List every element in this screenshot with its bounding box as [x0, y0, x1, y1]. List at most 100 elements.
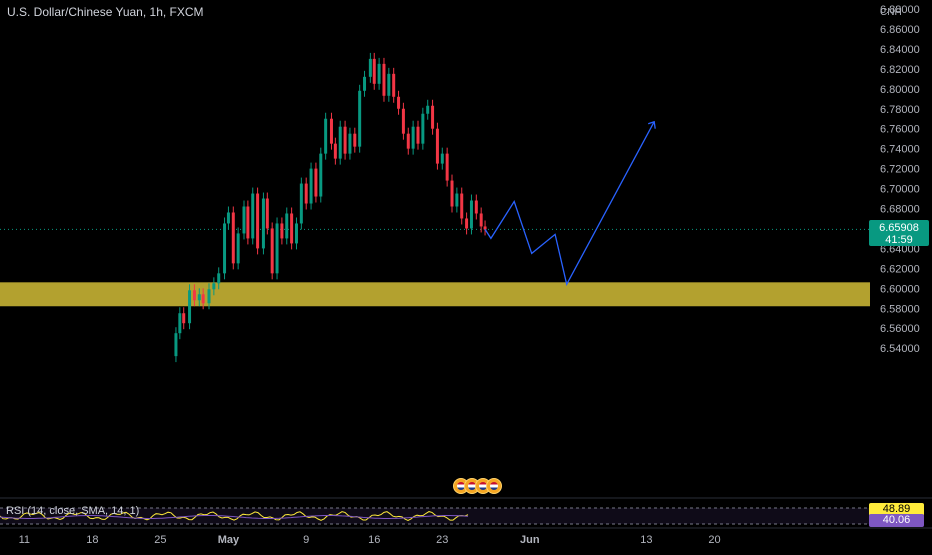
candle-body — [445, 153, 449, 181]
candle-body — [231, 212, 235, 264]
candle-body — [343, 126, 347, 154]
x-tick-label: 23 — [436, 534, 448, 546]
candle-body — [358, 90, 362, 147]
y-tick-label: 6.88000 — [880, 4, 920, 16]
x-tick-label: 11 — [19, 534, 30, 546]
y-tick-label: 6.86000 — [880, 24, 920, 36]
candle-body — [329, 118, 333, 144]
projection-path[interactable] — [484, 121, 655, 287]
rsi-title[interactable]: RSI (14, close, SMA, 14, 1) — [6, 505, 140, 517]
rsi-value-label: 48.89 — [869, 503, 924, 516]
y-tick-label: 6.56000 — [880, 323, 920, 335]
candle-body — [192, 290, 196, 301]
candle-body — [431, 105, 435, 129]
candle-body — [314, 168, 318, 197]
candle-body — [256, 193, 260, 249]
projection-arrowhead — [647, 120, 656, 129]
candle-body — [416, 126, 420, 144]
current-price-value: 6.65908 — [879, 222, 919, 235]
currency-label: CNH — [880, 7, 902, 18]
x-tick-label: 25 — [154, 534, 166, 546]
candle-body — [251, 193, 255, 239]
x-tick-label: 18 — [86, 534, 98, 546]
candle-body — [474, 200, 478, 214]
candle-body — [324, 118, 328, 154]
economic-events[interactable] — [453, 478, 502, 494]
candle-body — [223, 223, 227, 274]
candle-body — [178, 313, 182, 334]
candle-body — [387, 73, 391, 96]
y-tick-label: 6.68000 — [880, 204, 920, 216]
candle-body — [294, 223, 298, 244]
candle-body — [217, 273, 221, 284]
y-tick-label: 6.72000 — [880, 164, 920, 176]
y-tick-label: 6.54000 — [880, 343, 920, 355]
y-tick-label: 6.60000 — [880, 283, 920, 295]
candle-body — [197, 294, 201, 301]
current-price-label: 6.65908 41:59 — [869, 220, 929, 247]
y-tick-label: 6.76000 — [880, 124, 920, 136]
candle-body — [182, 313, 186, 324]
candle-body — [265, 198, 269, 229]
y-tick-label: 6.84000 — [880, 44, 920, 56]
candle-body — [299, 183, 303, 224]
price-axis-panel[interactable] — [870, 0, 932, 550]
candle-body — [174, 333, 178, 357]
candle-body — [460, 193, 464, 219]
candle-body — [188, 290, 192, 324]
candle-body — [290, 213, 294, 244]
candle-body — [304, 183, 308, 204]
candle-body — [338, 126, 342, 159]
y-tick-label: 6.58000 — [880, 303, 920, 315]
x-tick-label: 16 — [368, 534, 380, 546]
candle-body — [440, 153, 444, 164]
rsi-sma-value-label: 40.06 — [869, 514, 924, 527]
candle-body — [333, 143, 337, 159]
y-tick-label: 6.62000 — [880, 263, 920, 275]
candle-body — [469, 200, 473, 229]
candle-body — [212, 283, 216, 290]
symbol-title: U.S. Dollar/Chinese Yuan, 1h, FXCM — [7, 5, 204, 19]
candle-body — [401, 108, 405, 134]
candle-body — [411, 126, 415, 149]
candle-body — [397, 96, 401, 109]
y-tick-label: 6.64000 — [880, 243, 920, 255]
y-tick-label: 6.74000 — [880, 144, 920, 156]
candle-body — [465, 218, 469, 229]
candle-body — [377, 63, 381, 84]
rsi-sma-line — [0, 515, 469, 519]
candle-body — [406, 133, 410, 149]
candle-body — [226, 212, 230, 224]
y-tick-label: 6.80000 — [880, 84, 920, 96]
candle-body — [435, 128, 439, 164]
candle-body — [479, 213, 483, 227]
candle-body — [236, 233, 240, 264]
x-tick-label: 13 — [640, 534, 652, 546]
candle-body — [372, 58, 376, 84]
candle-body — [348, 133, 352, 154]
candle-body — [319, 153, 323, 197]
bar-countdown: 41:59 — [885, 234, 913, 247]
candle-body — [261, 198, 265, 249]
rsi-line — [0, 511, 469, 521]
candle-body — [392, 73, 396, 97]
candle-body — [455, 193, 459, 207]
candle-body — [450, 180, 454, 207]
candle-body — [421, 113, 425, 144]
candle-body — [363, 76, 367, 91]
candle-body — [246, 206, 250, 239]
y-tick-label: 6.82000 — [880, 64, 920, 76]
candle-body — [382, 63, 386, 96]
candle-body — [483, 226, 487, 230]
candle-body — [242, 206, 246, 234]
us-flag-event-icon[interactable] — [486, 478, 502, 494]
y-tick-label: 6.70000 — [880, 184, 920, 196]
x-tick-label: 9 — [303, 534, 309, 546]
support-zone[interactable] — [0, 282, 870, 307]
candle-body — [207, 289, 211, 304]
candle-body — [353, 133, 357, 147]
x-tick-label: Jun — [520, 534, 540, 546]
y-tick-label: 6.78000 — [880, 104, 920, 116]
